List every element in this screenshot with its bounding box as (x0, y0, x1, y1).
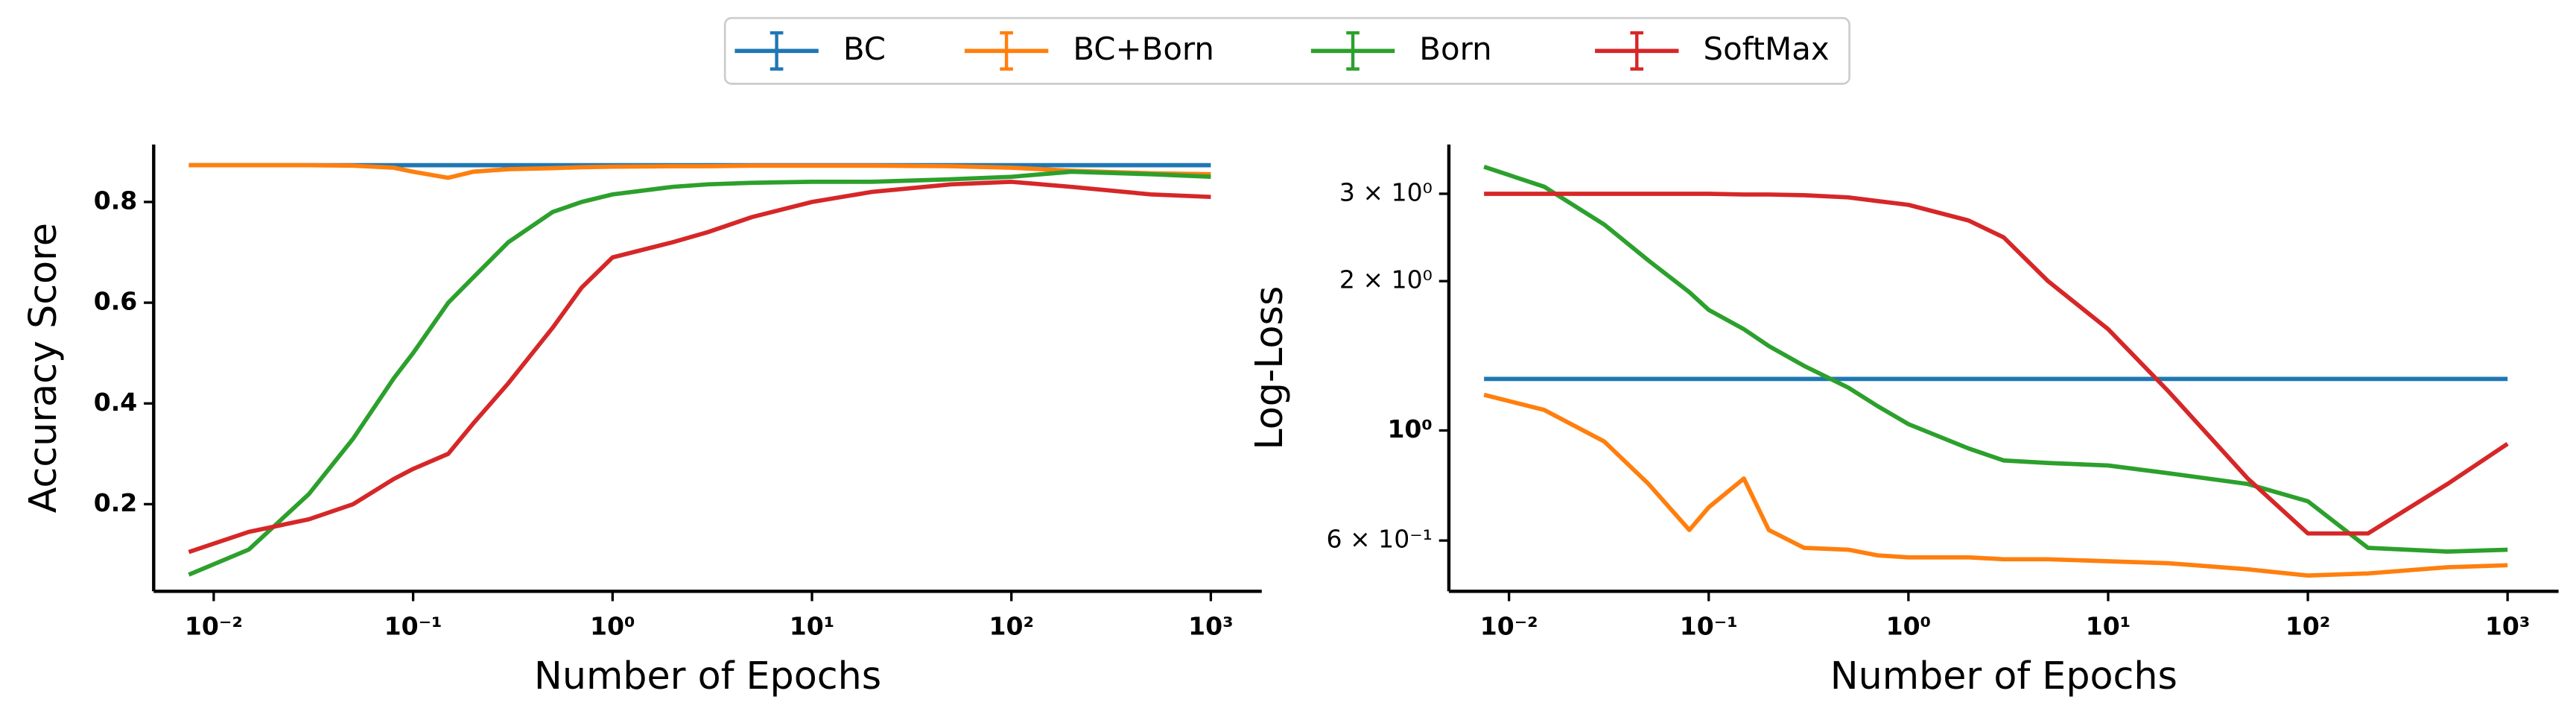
x-tick-label: 10³ (1188, 611, 1233, 640)
series-line (188, 169, 1211, 577)
x-tick-label: 10⁻¹ (384, 611, 442, 640)
y-tick-label: 0.8 (94, 186, 138, 215)
series-line (188, 180, 1211, 555)
legend-box (723, 16, 1850, 85)
x-axis-label: Number of Epochs (1830, 654, 2177, 698)
x-tick-label: 10⁻² (1480, 611, 1538, 640)
y-tick-label: 10⁰ (1387, 414, 1432, 444)
y-axis-label: Log-Loss (1247, 286, 1291, 450)
y-tick-label: 0.2 (94, 488, 138, 517)
x-tick-label: 10³ (2485, 611, 2530, 640)
series-line (188, 162, 1211, 180)
y-tick-label: 3 × 10⁰ (1339, 177, 1433, 206)
x-tick-label: 10⁰ (590, 611, 635, 640)
legend-label: BC+Born (1073, 31, 1214, 67)
x-axis-label: Number of Epochs (534, 654, 881, 698)
y-tick-label: 6 × 10⁻¹ (1326, 525, 1432, 554)
legend-label: Born (1419, 31, 1491, 67)
legend-label: SoftMax (1704, 31, 1830, 67)
y-tick-label: 0.4 (94, 388, 138, 417)
x-tick-label: 10⁰ (1886, 611, 1931, 640)
y-axis-label: Accuracy Score (21, 223, 65, 513)
x-tick-label: 10⁻² (185, 611, 243, 640)
x-tick-label: 10² (2285, 611, 2330, 640)
x-tick-label: 10¹ (790, 611, 834, 640)
y-tick-label: 0.6 (94, 287, 138, 316)
legend-label: BC (843, 31, 886, 67)
series-line (1483, 392, 2508, 578)
x-tick-label: 10² (989, 611, 1033, 640)
x-tick-label: 10⁻¹ (1680, 611, 1738, 640)
y-tick-label: 2 × 10⁰ (1339, 265, 1433, 294)
series-line (1483, 165, 2508, 554)
series-line (1484, 192, 2509, 536)
x-tick-label: 10¹ (2086, 611, 2131, 640)
